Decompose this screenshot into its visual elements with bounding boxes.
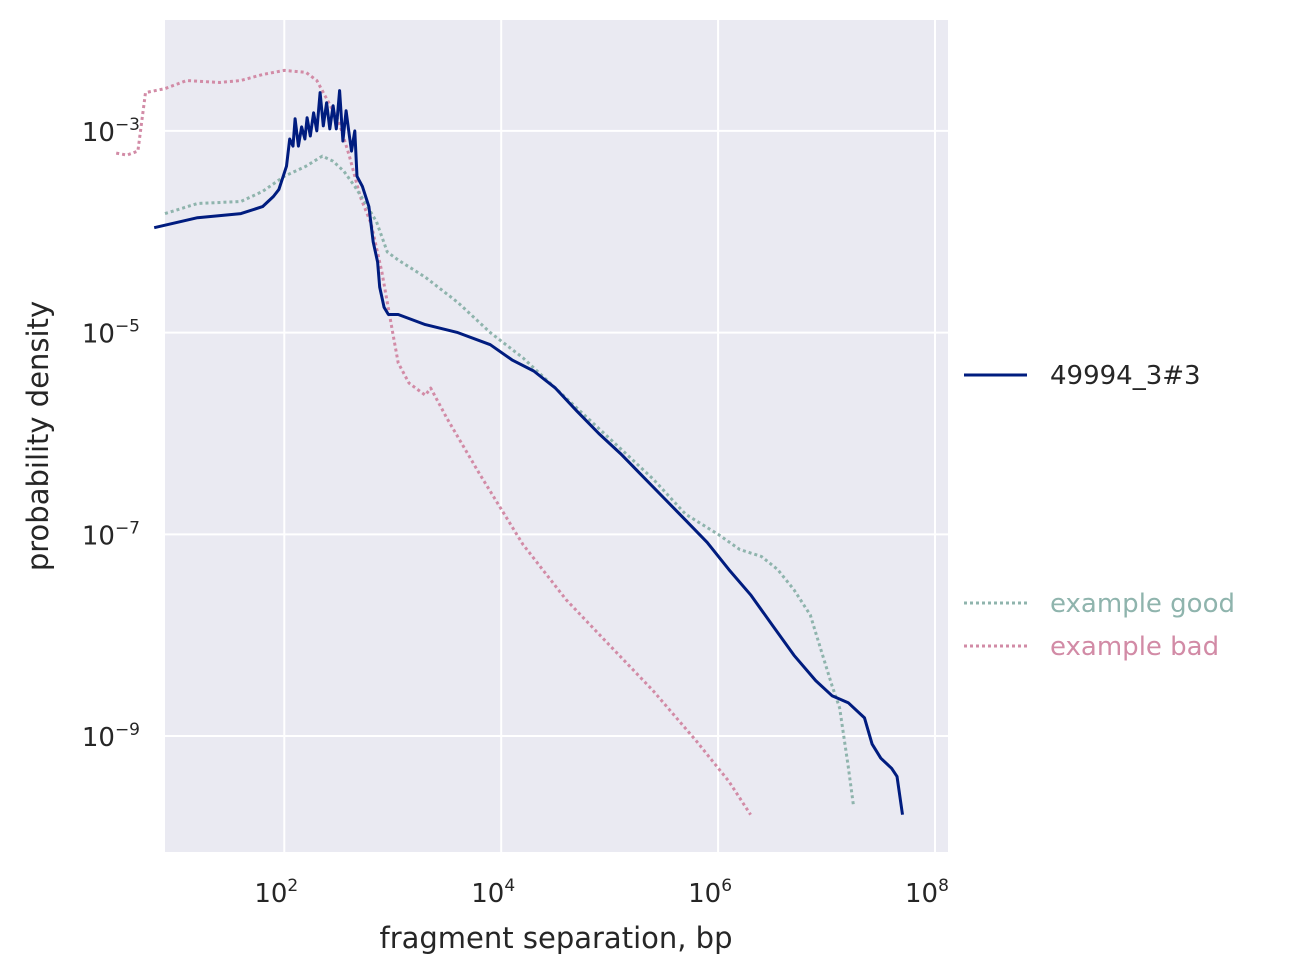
y-tick-labels: 10−3 10−5 10−7 10−9	[82, 115, 140, 753]
x-tick-label: 102	[254, 876, 298, 909]
x-tick-label: 104	[471, 876, 515, 909]
legend-label: example good	[1050, 589, 1235, 619]
legend-label: example bad	[1050, 632, 1219, 662]
plot-area	[165, 20, 948, 852]
x-tick-labels: 102 104 106 108	[254, 876, 949, 909]
y-tick-label: 10−7	[82, 518, 140, 551]
y-axis-label: probability density	[21, 301, 55, 571]
y-tick-label: 10−3	[82, 115, 140, 148]
y-tick-label: 10−5	[82, 317, 140, 350]
series-line-49994-3-3	[153, 89, 904, 815]
legend-label: 49994_3#3	[1050, 361, 1201, 391]
x-tick-label: 106	[688, 876, 732, 909]
series-layer	[115, 68, 904, 816]
y-tick-label: 10−9	[82, 720, 140, 753]
series-line-example-bad	[115, 68, 752, 816]
x-axis-label: fragment separation, bp	[380, 921, 733, 955]
x-tick-label: 108	[905, 876, 949, 909]
